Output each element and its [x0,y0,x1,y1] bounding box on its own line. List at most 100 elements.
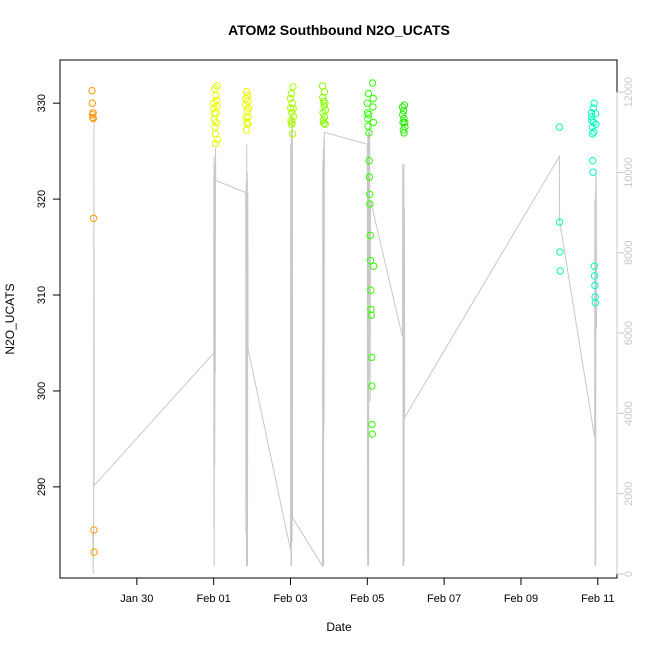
data-point [320,112,329,121]
chart-title: ATOM2 Southbound N2O_UCATS [228,22,450,38]
data-point [399,107,408,115]
plot-frame [59,59,618,579]
data-point [211,139,220,148]
data-point [212,96,221,105]
data-point [319,97,328,105]
data-point [88,87,96,95]
data-point [321,120,329,129]
data-point [590,99,598,107]
data-point [591,293,599,301]
data-point [369,94,377,103]
data-point [401,123,409,131]
data-point [555,218,564,226]
y-tick-label: 330 [36,94,48,112]
data-point [212,118,221,127]
data-point [369,118,378,127]
y2-tick-label: 2000 [623,481,635,505]
y-tick-label: 300 [36,382,48,400]
data-point [90,526,98,534]
data-point [590,272,599,280]
data-point [368,79,377,87]
y2-tick-label: 6000 [623,321,635,345]
y2-tick-label: 10000 [623,157,635,188]
x-tick-label: Feb 07 [427,593,461,605]
y2-tick-label: 8000 [623,241,635,265]
data-point [212,91,220,100]
y-tick-label: 310 [36,286,48,304]
data-point [556,267,564,275]
data-point [320,88,329,96]
data-point [364,111,373,119]
data-point [366,200,374,208]
data-point [289,112,298,121]
x-tick-label: Jan 30 [120,593,153,605]
data-point [367,286,375,294]
data-point [366,190,374,199]
data-point [365,129,373,137]
data-point [90,548,98,556]
data-point [366,256,375,265]
data-point [367,353,376,362]
data-point [590,262,598,270]
y-tick-label: 320 [36,190,48,208]
data-point [89,214,98,223]
data-point [289,83,297,91]
y2-tick-label: 4000 [623,401,635,425]
data-point [589,168,597,176]
data-point [287,89,295,98]
x-tick-label: Feb 09 [504,593,538,605]
y2-tick-label: 0 [623,571,635,577]
data-point [588,130,597,138]
data-point [365,173,374,181]
data-point [243,91,252,100]
x-tick-label: Feb 01 [197,593,231,605]
data-point [591,281,599,290]
data-point [591,299,600,307]
data-point [213,135,222,144]
data-point [367,311,375,319]
data-point [592,120,600,129]
altitude-line [92,116,597,575]
data-point [555,123,564,131]
data-point [286,94,295,103]
data-point [89,109,97,117]
data-point [400,114,408,123]
data-point [89,114,98,123]
x-axis-label: Date [326,620,352,634]
data-point [400,101,409,109]
data-point [244,112,253,121]
data-point [588,116,596,125]
data-point [399,111,407,119]
y2-tick-label: 12000 [623,77,635,108]
data-point [398,103,407,111]
data-point [368,382,376,390]
data-point [401,118,409,127]
data-point [88,99,97,107]
x-tick-label: Feb 03 [273,593,307,605]
x-tick-label: Feb 11 [581,593,614,605]
data-point [244,120,252,129]
data-point [288,130,297,138]
data-point [367,305,375,314]
data-point [589,118,598,127]
y-axis-label: N2O_UCATS [3,283,17,354]
data-point [213,102,221,110]
data-point [556,248,564,256]
data-point [369,103,377,111]
data-point [288,99,297,107]
data-point [590,128,598,136]
data-point [319,116,327,125]
data-point [587,109,596,117]
data-point [365,157,373,165]
y-tick-label: 290 [36,478,48,496]
data-point [244,104,253,112]
data-point [363,99,371,107]
data-point [368,430,377,438]
data-point [289,105,297,113]
data-point [589,157,597,165]
data-point [243,88,251,96]
data-point [400,129,408,137]
data-point [288,109,296,117]
data-point [321,106,330,114]
